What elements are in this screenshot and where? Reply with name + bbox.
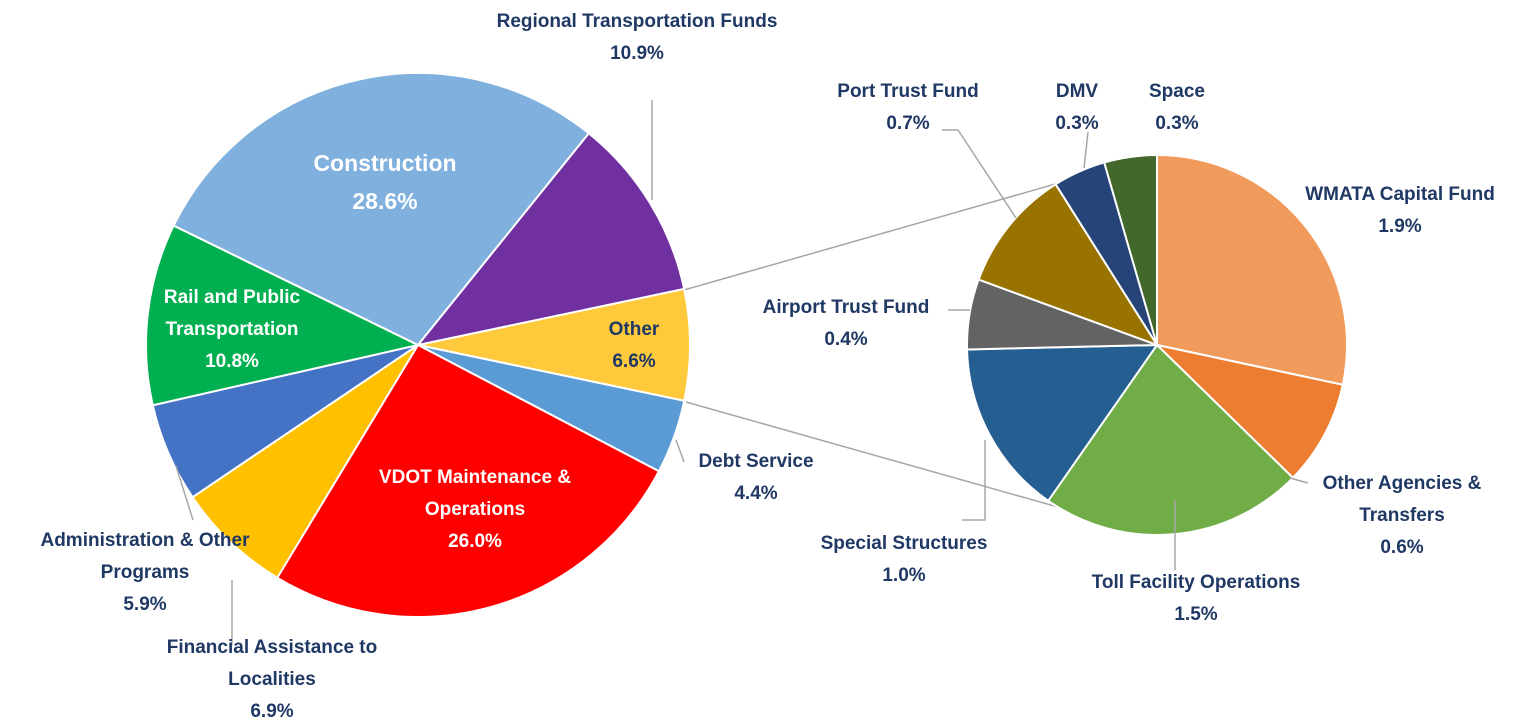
slice-value: 1.5% <box>1174 604 1218 625</box>
slice-name: Toll Facility Operations <box>1091 572 1301 593</box>
slice-name: Regional Transportation Funds <box>496 11 778 32</box>
slice-label: DMV 0.3% <box>1027 76 1127 140</box>
slice-name: VDOT Maintenance & Operations <box>378 467 572 520</box>
slice-name: Debt Service <box>698 451 814 472</box>
slice-label: Special Structures 1.0% <box>784 528 1024 592</box>
leader-lines <box>175 100 1309 645</box>
slice-label: Construction 28.6% <box>265 144 505 220</box>
pie-slice <box>966 343 1159 503</box>
slice-name: DMV <box>1055 81 1099 102</box>
pie-slice <box>977 182 1160 347</box>
slice-name: Rail and Public Transportation <box>163 287 301 340</box>
slice-name: WMATA Capital Fund <box>1305 184 1495 205</box>
slice-name: Airport Trust Fund <box>762 297 930 318</box>
leader-line <box>962 440 986 521</box>
leader-line <box>1289 477 1309 484</box>
slice-name: Other <box>608 319 660 340</box>
pie-slice <box>1103 153 1158 346</box>
slice-value: 10.8% <box>205 351 259 372</box>
slice-label: WMATA Capital Fund 1.9% <box>1270 179 1516 243</box>
slice-value: 1.9% <box>1378 216 1422 237</box>
slice-value: 6.6% <box>612 351 656 372</box>
slice-label: Other Agencies & Transfers 0.6% <box>1292 468 1512 564</box>
slice-label: Administration & Other Programs 5.9% <box>0 525 295 621</box>
leader-line <box>175 465 194 521</box>
slice-name: Administration & Other Programs <box>40 530 250 583</box>
slice-label: Rail and Public Transportation 10.8% <box>142 282 322 378</box>
slice-value: 10.9% <box>610 43 664 64</box>
slice-name: Financial Assistance to Localities <box>166 637 378 690</box>
slice-value: 6.9% <box>250 701 294 722</box>
slice-label: VDOT Maintenance & Operations 26.0% <box>345 462 605 558</box>
slice-value: 28.6% <box>352 188 418 214</box>
pie-slice <box>417 287 691 402</box>
leader-line <box>942 129 1017 219</box>
pie-slice <box>172 72 591 347</box>
slice-name: Space <box>1149 81 1205 102</box>
leader-line <box>675 439 685 463</box>
slice-value: 4.4% <box>734 483 778 504</box>
slice-label: Space 0.3% <box>1127 76 1227 140</box>
slice-label: Toll Facility Operations 1.5% <box>1046 567 1346 631</box>
slice-value: 0.7% <box>886 113 930 134</box>
leader-line <box>1083 131 1089 169</box>
pie-slice <box>1156 153 1348 386</box>
pie-slice <box>1153 343 1344 480</box>
slice-value: 0.4% <box>824 329 868 350</box>
slice-label: Port Trust Fund 0.7% <box>798 76 1018 140</box>
slice-value: 26.0% <box>448 531 502 552</box>
pie-slice <box>415 131 686 347</box>
slice-value: 0.6% <box>1380 537 1424 558</box>
slice-name: Other Agencies & Transfers <box>1322 473 1482 526</box>
slice-label: Airport Trust Fund 0.4% <box>726 292 966 356</box>
slices <box>145 72 1348 618</box>
slice-name: Special Structures <box>820 533 988 554</box>
pie-slice <box>191 344 419 580</box>
slice-value: 0.3% <box>1155 113 1199 134</box>
slice-label: Other 6.6% <box>574 314 694 378</box>
slice-value: 1.0% <box>882 565 926 586</box>
slice-name: Construction <box>313 150 457 176</box>
slice-label: Regional Transportation Funds 10.9% <box>477 6 797 70</box>
pie-slice <box>145 224 421 407</box>
pie-slice <box>275 343 661 618</box>
slice-value: 0.3% <box>1055 113 1099 134</box>
slice-name: Port Trust Fund <box>837 81 979 102</box>
slice-label: Debt Service 4.4% <box>676 446 836 510</box>
slice-label: Financial Assistance to Localities 6.9% <box>122 632 422 728</box>
slice-value: 5.9% <box>123 594 167 615</box>
